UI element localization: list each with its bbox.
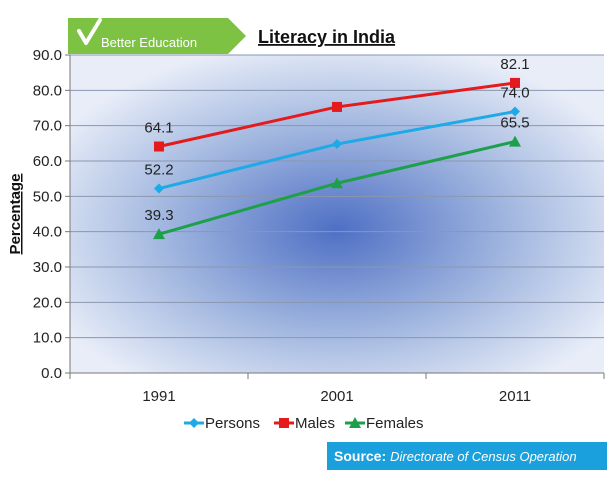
y-tick-label: 50.0 <box>33 188 62 205</box>
y-tick-label: 70.0 <box>33 118 62 135</box>
y-tick-label: 20.0 <box>33 294 62 311</box>
legend-label-females: Females <box>366 415 424 432</box>
data-labels: 52.2 74.0 64.1 82.1 39.3 65.5 <box>144 56 529 224</box>
data-point-persons <box>154 183 164 194</box>
source-value: Directorate of Census Operation <box>390 448 577 464</box>
data-point-females <box>331 177 343 189</box>
data-point-females <box>153 228 165 240</box>
axes <box>69 55 604 374</box>
badge-label: Better Education <box>101 35 197 50</box>
y-tick-label: 30.0 <box>33 259 62 276</box>
legend-marker-males <box>279 418 289 428</box>
series-lines <box>153 77 521 240</box>
gridlines <box>70 54 604 339</box>
y-tick-label: 60.0 <box>33 153 62 170</box>
badge: Better Education <box>68 18 246 54</box>
x-tick-label: 1991 <box>142 388 175 405</box>
y-tick-label: 0.0 <box>41 365 62 382</box>
y-tick-label: 90.0 <box>33 47 62 64</box>
legend-marker-persons <box>189 418 199 428</box>
checkmark-icon <box>77 18 102 45</box>
data-label-females: 39.3 <box>144 207 173 224</box>
data-label-persons: 52.2 <box>144 162 173 179</box>
data-point-females <box>509 135 521 147</box>
legend-label-persons: Persons <box>205 415 260 432</box>
data-point-persons <box>332 139 342 150</box>
data-point-males <box>154 141 164 152</box>
data-label-females: 65.5 <box>500 115 529 132</box>
source-box: Source: Directorate of Census Operation <box>327 442 607 470</box>
legend-marker-females <box>349 417 361 428</box>
y-tick-label: 10.0 <box>33 330 62 347</box>
y-tick-label: 40.0 <box>33 224 62 241</box>
data-point-males <box>332 101 342 112</box>
legend: Persons Males Females <box>184 415 424 432</box>
y-tick-label: 80.0 <box>33 82 62 99</box>
chart-title: Literacy in India <box>258 27 396 47</box>
y-axis-label: Percentage <box>7 174 24 255</box>
legend-label-males: Males <box>295 415 335 432</box>
data-label-males: 82.1 <box>500 56 529 73</box>
x-tick-label: 2001 <box>320 388 353 405</box>
source-label: Source: <box>334 448 387 464</box>
data-label-persons: 74.0 <box>500 85 529 102</box>
x-axis-ticks: 1991 2001 2011 <box>69 373 605 405</box>
data-point-males <box>510 77 520 88</box>
x-tick-label: 2011 <box>499 388 531 405</box>
data-label-males: 64.1 <box>144 120 173 137</box>
data-point-persons <box>510 106 520 117</box>
y-axis-ticks: 0.0 10.0 20.0 30.0 40.0 50.0 60.0 70.0 80.0 90.0 <box>33 47 70 382</box>
